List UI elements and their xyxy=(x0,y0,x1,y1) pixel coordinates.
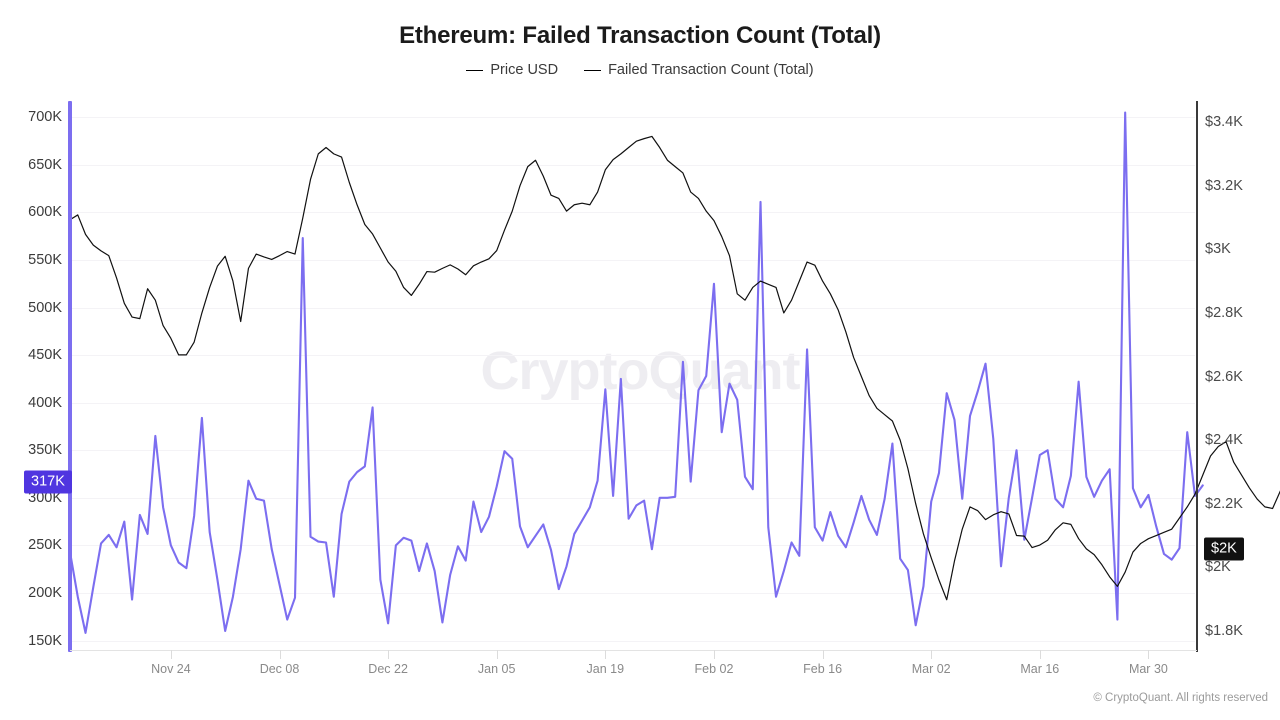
right-axis-ticks: $1.8K $2K $2.2K $2.4K $2.6K $2.8K $3K $3.2K $3.4… xyxy=(1205,0,1280,720)
left-axis-tick-label: 350K xyxy=(28,442,62,459)
legend-label-failed-tx: Failed Transaction Count (Total) xyxy=(608,62,814,78)
x-axis-tick-label: Jan 19 xyxy=(586,662,625,676)
gridline xyxy=(70,402,1195,404)
x-axis-tick-label: Mar 16 xyxy=(1020,662,1060,676)
left-axis-tick-label: 400K xyxy=(28,394,62,411)
left-value-badge: 317K xyxy=(24,470,72,494)
page-title: Ethereum: Failed Transaction Count (Tota… xyxy=(399,22,881,49)
x-axis-tick-label: Dec 22 xyxy=(368,662,408,676)
left-axis-tick-label: 500K xyxy=(28,299,62,316)
left-axis-tick-label: 450K xyxy=(28,347,62,364)
chart-legend: Price USD Failed Transaction Count (Tota… xyxy=(0,62,1280,78)
x-axis-tickmark xyxy=(1039,650,1041,659)
gridline xyxy=(70,450,1195,452)
left-axis-tick-label: 700K xyxy=(28,109,62,126)
x-axis-tick-label: Jan 05 xyxy=(477,662,516,676)
series-line-failed-tx xyxy=(68,111,1204,634)
left-axis-tick-label: 300K xyxy=(28,489,62,506)
left-axis-tick-label: 600K xyxy=(28,204,62,221)
right-axis-tick-label: $2.4K xyxy=(1205,432,1243,449)
right-axis-tick-label: $2K xyxy=(1205,559,1231,576)
x-axis-tick-label: Mar 02 xyxy=(911,662,951,676)
x-axis-tick-label: Nov 24 xyxy=(151,662,191,676)
copyright-footer: © CryptoQuant. All rights reserved xyxy=(1093,692,1268,704)
bottom-axis-line xyxy=(70,650,1197,651)
gridline xyxy=(70,260,1195,261)
gridline xyxy=(70,355,1195,357)
legend-swatch-price-usd xyxy=(466,69,484,71)
legend-item-price-usd[interactable]: Price USD xyxy=(466,62,558,78)
x-axis-tickmark xyxy=(279,650,281,659)
left-axis-tick-label: 150K xyxy=(28,632,62,649)
right-axis-tick-label: $3.4K xyxy=(1205,114,1243,131)
legend-swatch-failed-tx xyxy=(584,69,602,71)
gridline xyxy=(70,640,1195,642)
right-value-badge: $2K xyxy=(1204,537,1244,561)
series-layer xyxy=(68,111,1280,634)
right-axis-tick-label: $2.2K xyxy=(1205,495,1243,512)
gridline xyxy=(70,212,1195,214)
x-axis-tickmark xyxy=(822,650,824,659)
gridline xyxy=(70,497,1195,499)
series-line-price-usd xyxy=(69,135,1280,601)
legend-label-price-usd: Price USD xyxy=(490,62,559,78)
gridline xyxy=(70,592,1195,594)
x-axis-tickmark xyxy=(931,650,933,659)
x-axis-tick-label: Mar 30 xyxy=(1128,662,1168,676)
x-axis-tickmark xyxy=(496,650,498,659)
left-axis-spine xyxy=(68,101,72,652)
left-axis-tick-label: 250K xyxy=(28,537,62,554)
right-axis-tick-label: $1.8K xyxy=(1205,622,1243,639)
x-axis-tick-label: Dec 08 xyxy=(259,662,300,676)
x-axis-tickmark xyxy=(714,650,715,659)
x-axis-tickmark xyxy=(388,650,390,659)
left-axis-tick-label: 200K xyxy=(28,584,62,601)
x-axis-tickmark xyxy=(1148,650,1150,659)
right-axis-tick-label: $3K xyxy=(1205,241,1231,258)
left-axis-ticks: 150K 200K 250K 300K 350K 400K 450K 500K 550K 600K… xyxy=(0,0,62,720)
x-axis-tick-label: Feb 02 xyxy=(694,662,734,676)
right-axis-tick-label: $2.6K xyxy=(1205,368,1243,385)
plot-area[interactable] xyxy=(68,103,1280,650)
gridline xyxy=(70,307,1195,309)
x-axis-tick-label: Feb 16 xyxy=(803,662,843,676)
left-axis-tick-label: 550K xyxy=(28,252,62,268)
x-axis-tickmark xyxy=(605,650,607,659)
right-axis-spine xyxy=(1196,101,1198,652)
left-axis-tick-label: 650K xyxy=(28,156,62,173)
gridline xyxy=(70,117,1195,119)
legend-item-failed-tx[interactable]: Failed Transaction Count (Total) xyxy=(584,62,814,78)
gridline xyxy=(70,545,1195,547)
right-axis-tick-label: $2.8K xyxy=(1205,304,1243,321)
right-axis-tick-label: $3.2K xyxy=(1205,177,1243,194)
gridline xyxy=(70,164,1195,166)
x-axis-tickmark xyxy=(170,650,172,659)
